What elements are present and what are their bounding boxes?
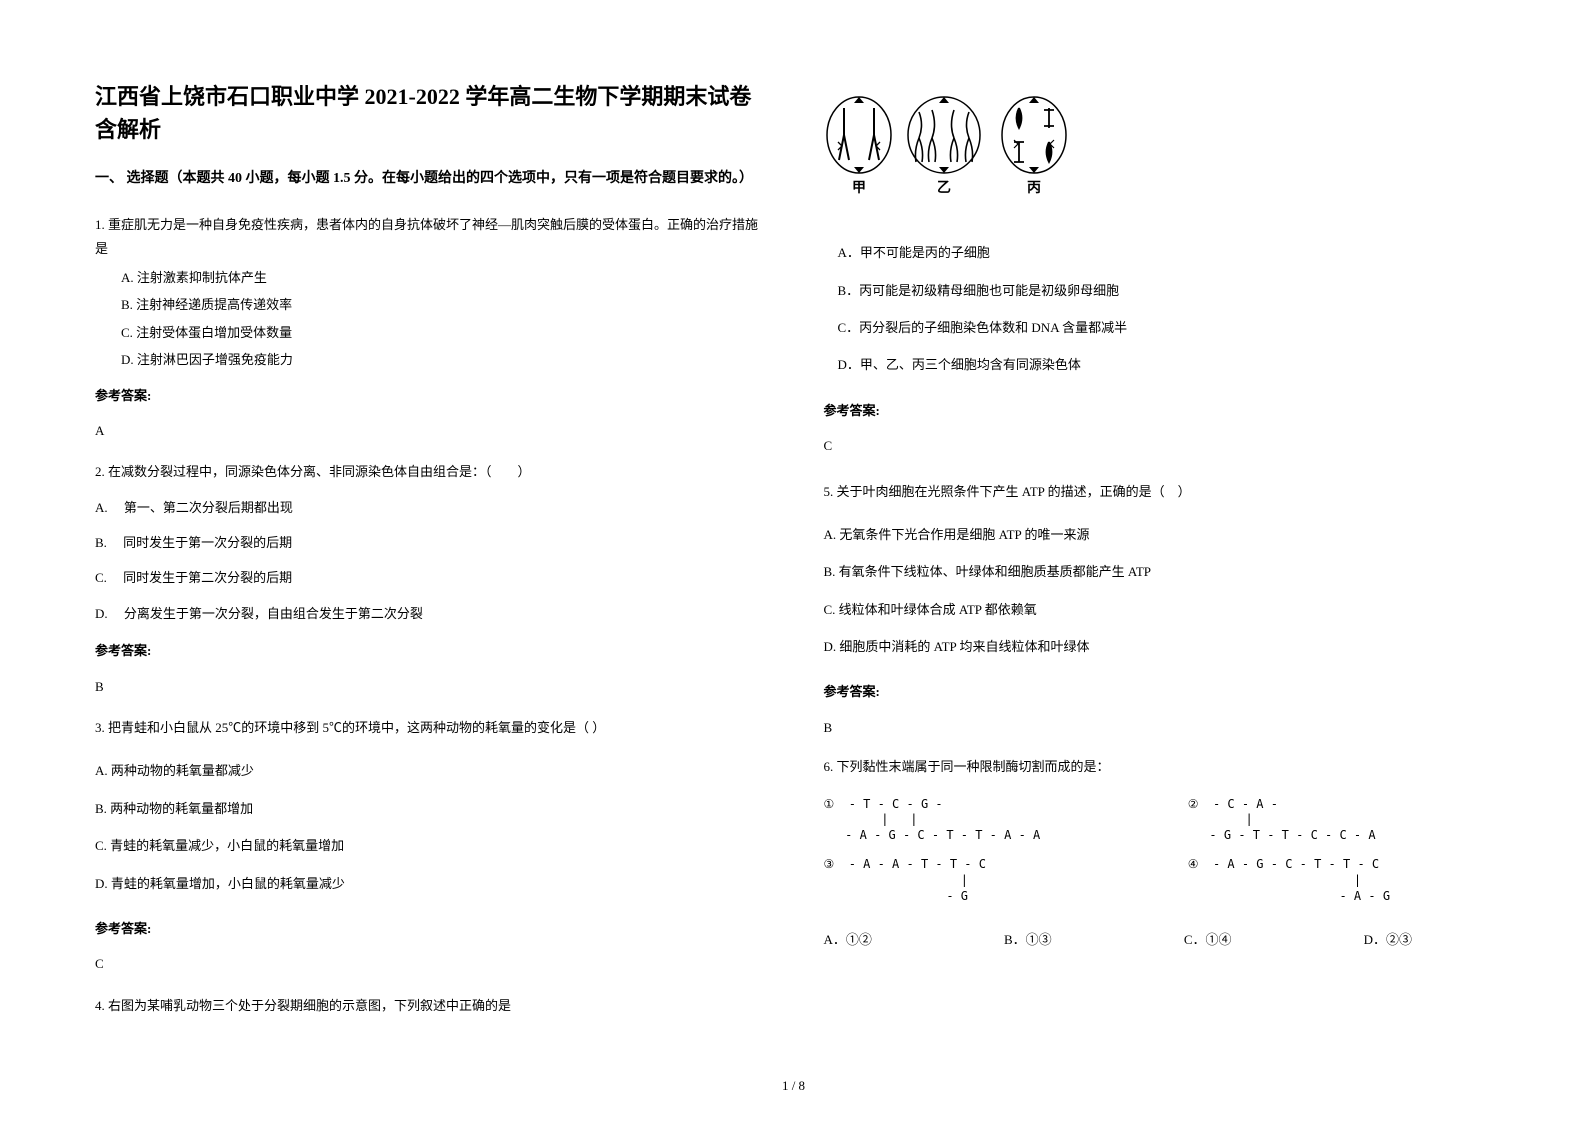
dna-fragment-3: ③ - A - A - T - T - C | - G bbox=[824, 857, 1128, 904]
q4-option-d: D．甲、乙、丙三个细胞均含有同源染色体 bbox=[838, 353, 1493, 376]
q3-answer-label: 参考答案: bbox=[95, 917, 764, 940]
q3-option-a: A. 两种动物的耗氧量都减少 bbox=[95, 759, 764, 782]
q3-answer: C bbox=[95, 952, 764, 975]
q2-option-a: A. 第一、第二次分裂后期都出现 bbox=[95, 496, 764, 519]
q1-answer-label: 参考答案: bbox=[95, 384, 764, 407]
dna-fragment-1: ① - T - C - G - | | - A - G - C - T - T … bbox=[824, 797, 1128, 844]
dna4-l1: ④ - A - G - C - T - T - C bbox=[1188, 857, 1379, 871]
q4-option-a: A．甲不可能是丙的子细胞 bbox=[838, 241, 1493, 264]
q5-option-d: D. 细胞质中消耗的 ATP 均来自线粒体和叶绿体 bbox=[824, 635, 1493, 658]
q6-option-a: A．①② bbox=[824, 928, 872, 951]
page-container: 江西省上饶市石口职业中学 2021-2022 学年高二生物下学期期末试卷含解析 … bbox=[95, 80, 1492, 1082]
q1-option-d: D. 注射淋巴因子增强免疫能力 bbox=[121, 348, 764, 371]
dna1-l3: - A - G - C - T - T - A - A bbox=[824, 828, 1041, 842]
dna-row-2: ③ - A - A - T - T - C | - G ④ - A - G - … bbox=[824, 857, 1493, 904]
exam-title: 江西省上饶市石口职业中学 2021-2022 学年高二生物下学期期末试卷含解析 bbox=[95, 80, 764, 146]
q5-text: 5. 关于叶肉细胞在光照条件下产生 ATP 的描述，正确的是（ ） bbox=[824, 480, 1493, 503]
cell-svg-icon: 甲 乙 丙 bbox=[824, 90, 1074, 200]
cell-label-yi: 乙 bbox=[937, 180, 951, 196]
q4-answer: C bbox=[824, 434, 1493, 457]
dna3-l2: | bbox=[824, 873, 969, 887]
q5-option-c: C. 线粒体和叶绿体合成 ATP 都依赖氧 bbox=[824, 598, 1493, 621]
right-column: 甲 乙 丙 A．甲不可能是丙的子细胞 B．丙可能是初级精母细胞也可能是初级卵母细… bbox=[824, 80, 1493, 1082]
q2-option-b: B. 同时发生于第一次分裂的后期 bbox=[95, 531, 764, 554]
q2-option-c: C. 同时发生于第二次分裂的后期 bbox=[95, 566, 764, 589]
q5-answer: B bbox=[824, 716, 1493, 739]
dna-row-1: ① - T - C - G - | | - A - G - C - T - T … bbox=[824, 797, 1493, 844]
dna1-l1: ① - T - C - G - bbox=[824, 797, 943, 811]
q6-text: 6. 下列黏性末端属于同一种限制酶切割而成的是： bbox=[824, 755, 1493, 778]
left-column: 江西省上饶市石口职业中学 2021-2022 学年高二生物下学期期末试卷含解析 … bbox=[95, 80, 764, 1082]
q2-option-d: D. 分离发生于第一次分裂，自由组合发生于第二次分裂 bbox=[95, 602, 764, 625]
q6-option-b: B．①③ bbox=[1004, 928, 1052, 951]
q5-options: A. 无氧条件下光合作用是细胞 ATP 的唯一来源 B. 有氧条件下线粒体、叶绿… bbox=[824, 509, 1493, 673]
dna2-l3: - G - T - T - C - C - A bbox=[1188, 828, 1376, 842]
dna4-l2: | bbox=[1188, 873, 1361, 887]
dna1-l2: | | bbox=[824, 812, 918, 826]
section-1-heading: 一、 选择题（本题共 40 小题，每小题 1.5 分。在每小题给出的四个选项中，… bbox=[95, 166, 764, 191]
q5-option-a: A. 无氧条件下光合作用是细胞 ATP 的唯一来源 bbox=[824, 523, 1493, 546]
q4-options: A．甲不可能是丙的子细胞 B．丙可能是初级精母细胞也可能是初级卵母细胞 C．丙分… bbox=[824, 227, 1493, 391]
q6-options: A．①② B．①③ C．①④ D．②③ bbox=[824, 928, 1493, 951]
dna3-l3: - G bbox=[824, 889, 969, 903]
dna2-l1: ② - C - A - bbox=[1188, 797, 1278, 811]
dna-fragments-diagram: ① - T - C - G - | | - A - G - C - T - T … bbox=[824, 797, 1493, 905]
q2-text: 2. 在减数分裂过程中，同源染色体分离、非同源染色体自由组合是：（ ） bbox=[95, 460, 764, 483]
q1-text: 1. 重症肌无力是一种自身免疫性疾病，患者体内的自身抗体破坏了神经—肌肉突触后膜… bbox=[95, 213, 764, 260]
page-number: 1 / 8 bbox=[782, 1074, 805, 1097]
dna3-l1: ③ - A - A - T - T - C bbox=[824, 857, 986, 871]
q3-option-d: D. 青蛙的耗氧量增加，小白鼠的耗氧量减少 bbox=[95, 872, 764, 895]
q3-option-c: C. 青蛙的耗氧量减少，小白鼠的耗氧量增加 bbox=[95, 834, 764, 857]
q1-option-b: B. 注射神经递质提高传递效率 bbox=[121, 293, 764, 316]
cell-label-jia: 甲 bbox=[852, 180, 866, 196]
q6-option-c: C．①④ bbox=[1184, 928, 1232, 951]
q4-answer-label: 参考答案: bbox=[824, 399, 1493, 422]
q2-answer-label: 参考答案: bbox=[95, 639, 764, 662]
dna-fragment-4: ④ - A - G - C - T - T - C | - A - G bbox=[1188, 857, 1492, 904]
dna2-l2: | bbox=[1188, 812, 1253, 826]
q1-option-c: C. 注射受体蛋白增加受体数量 bbox=[121, 321, 764, 344]
q5-option-b: B. 有氧条件下线粒体、叶绿体和细胞质基质都能产生 ATP bbox=[824, 560, 1493, 583]
q1-option-a: A. 注射激素抑制抗体产生 bbox=[121, 266, 764, 289]
q2-answer: B bbox=[95, 675, 764, 698]
cell-label-bing: 丙 bbox=[1027, 180, 1041, 196]
q3-text: 3. 把青蛙和小白鼠从 25℃的环境中移到 5℃的环境中，这两种动物的耗氧量的变… bbox=[95, 716, 764, 739]
dna4-l3: - A - G bbox=[1188, 889, 1390, 903]
q5-answer-label: 参考答案: bbox=[824, 680, 1493, 703]
q4-option-b: B．丙可能是初级精母细胞也可能是初级卵母细胞 bbox=[838, 279, 1493, 302]
q3-options: A. 两种动物的耗氧量都减少 B. 两种动物的耗氧量都增加 C. 青蛙的耗氧量减… bbox=[95, 745, 764, 909]
q4-option-c: C．丙分裂后的子细胞染色体数和 DNA 含量都减半 bbox=[838, 316, 1493, 339]
q6-option-d: D．②③ bbox=[1364, 928, 1412, 951]
dna-fragment-2: ② - C - A - | - G - T - T - C - C - A bbox=[1188, 797, 1492, 844]
q3-option-b: B. 两种动物的耗氧量都增加 bbox=[95, 797, 764, 820]
q1-answer: A bbox=[95, 419, 764, 442]
q4-text: 4. 右图为某哺乳动物三个处于分裂期细胞的示意图，下列叙述中正确的是 bbox=[95, 994, 764, 1017]
cell-division-diagram: 甲 乙 丙 bbox=[824, 90, 1493, 209]
